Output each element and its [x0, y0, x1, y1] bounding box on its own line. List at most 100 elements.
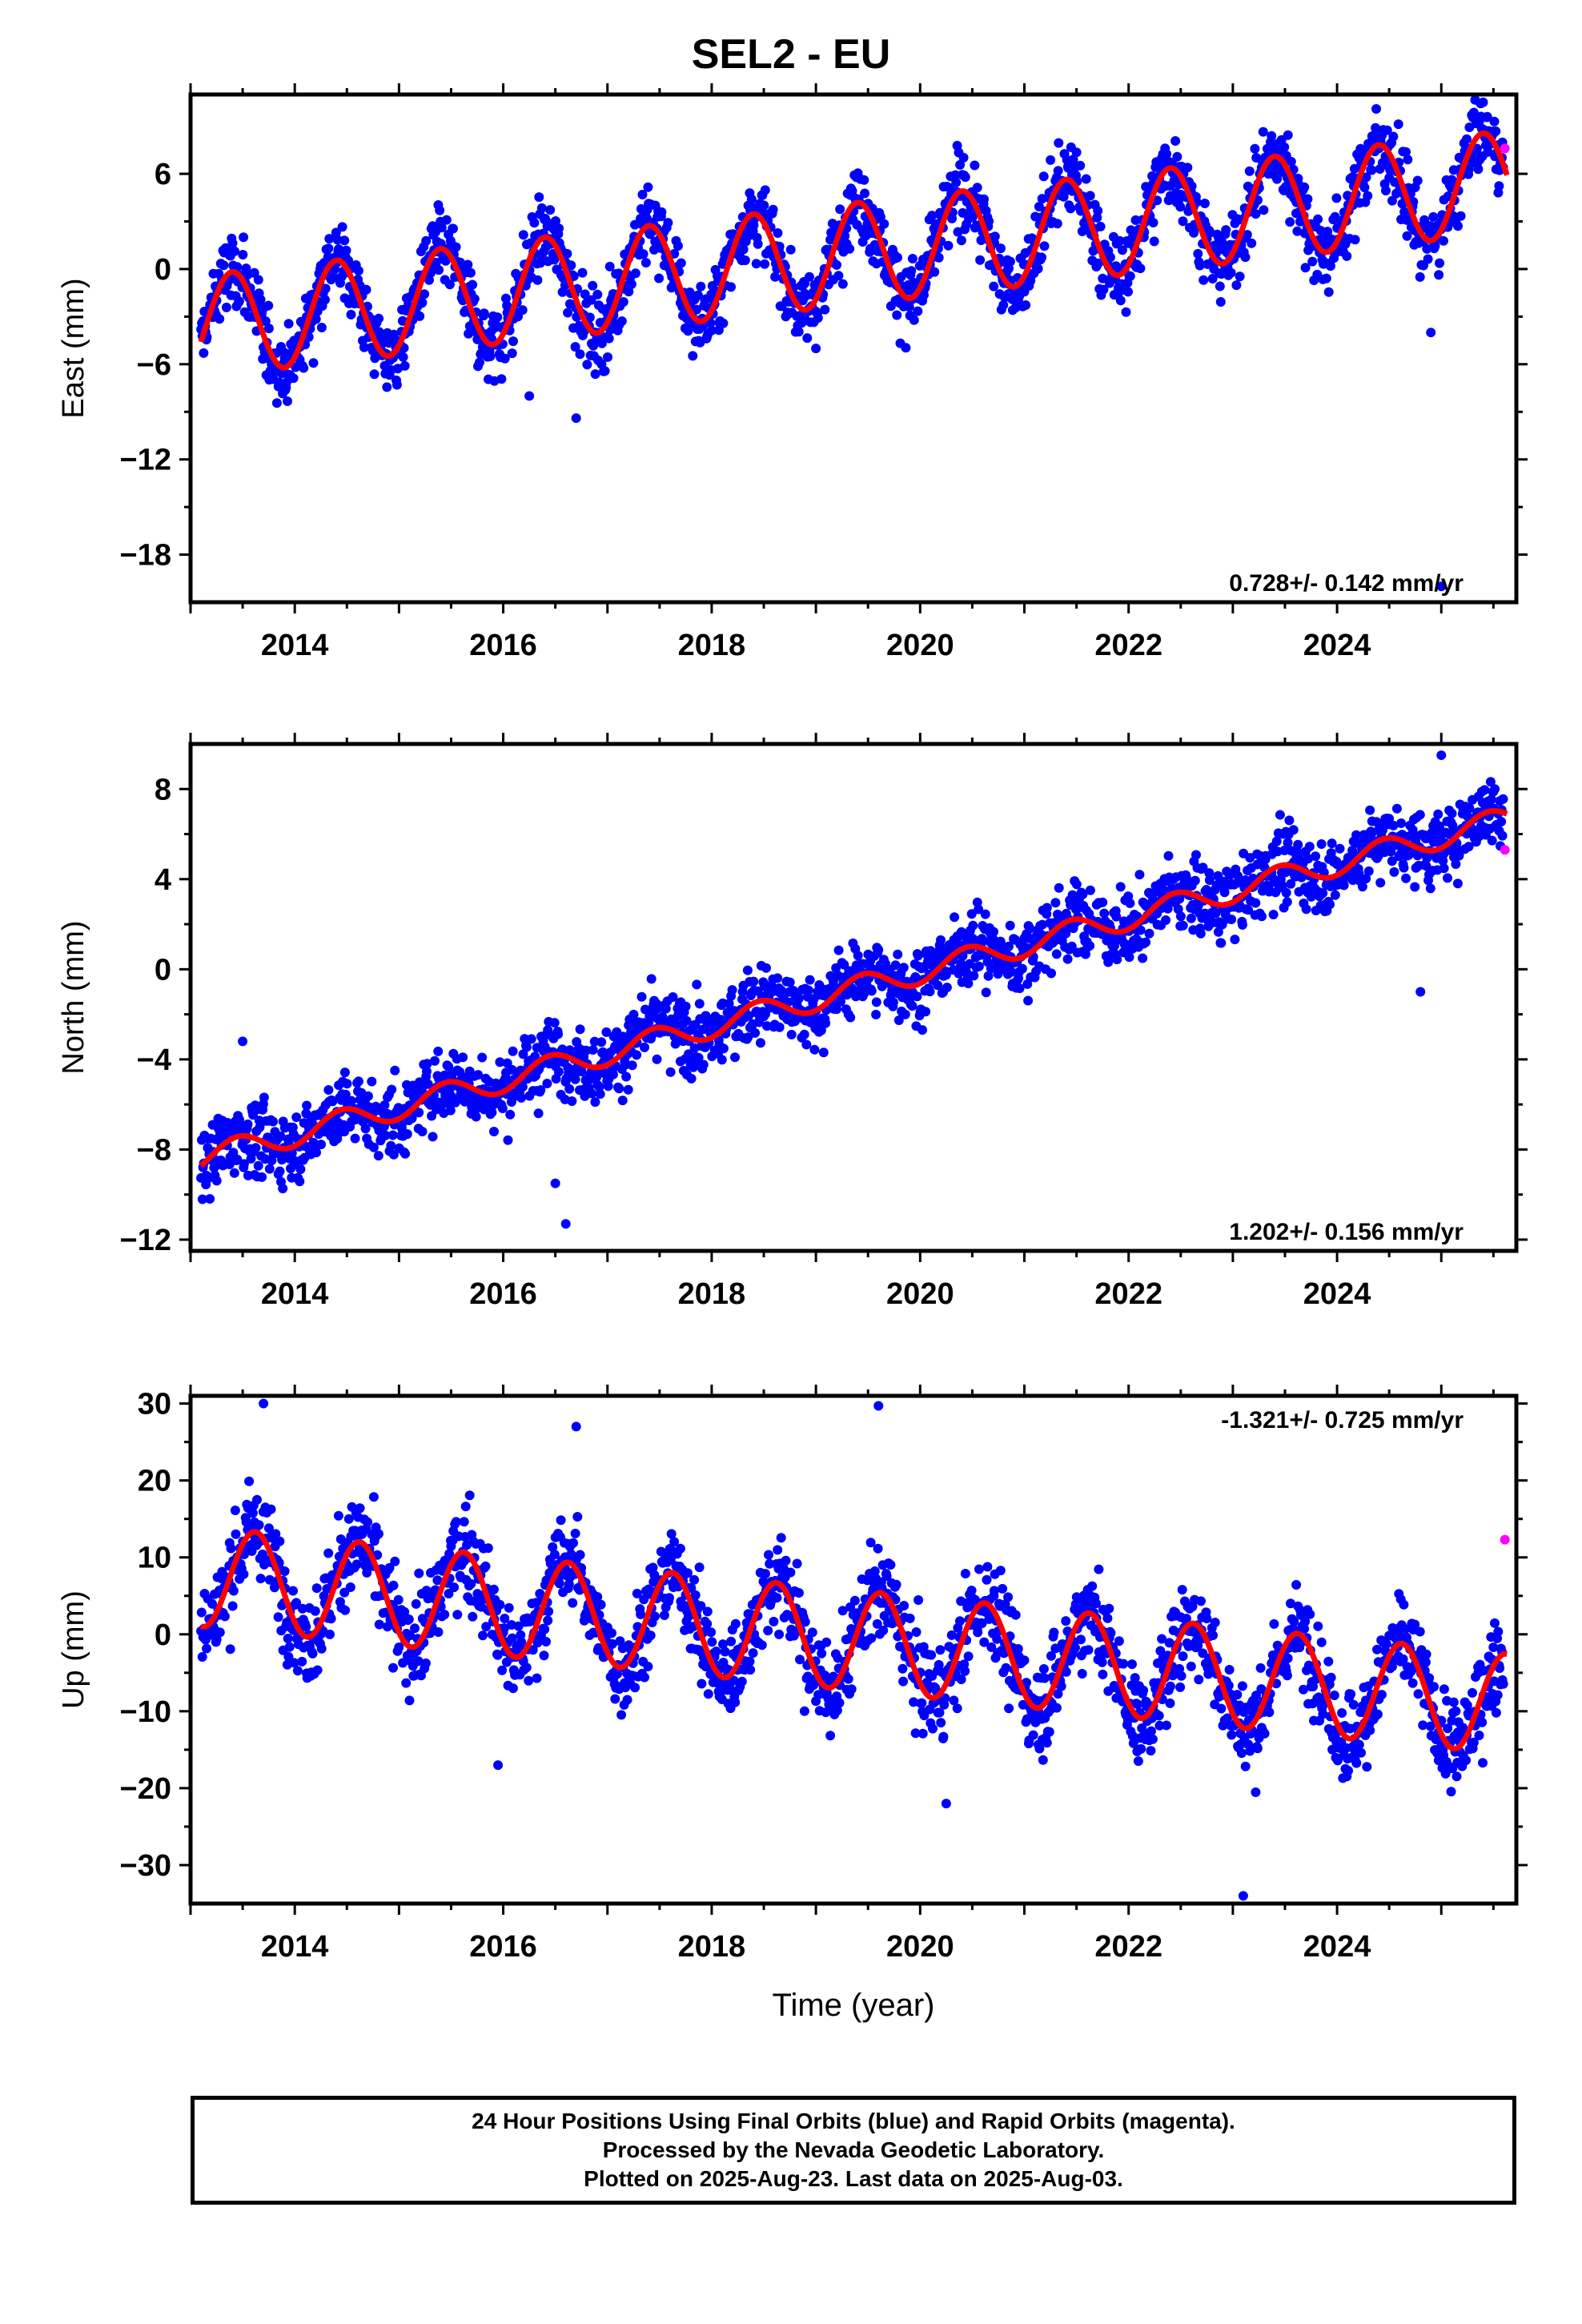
east-point — [1489, 116, 1500, 127]
north-point — [1224, 870, 1235, 880]
north-point — [1227, 915, 1237, 924]
up-point — [568, 1538, 578, 1548]
east-point — [1415, 271, 1425, 282]
up-point — [640, 1672, 649, 1683]
up-point — [411, 1598, 421, 1609]
up-point — [310, 1606, 320, 1616]
east-point — [901, 343, 911, 353]
north-point — [291, 1112, 302, 1123]
east-point — [1053, 166, 1063, 176]
north-point — [614, 1084, 624, 1094]
north-point — [833, 945, 844, 955]
east-point — [1371, 123, 1381, 133]
up-point — [228, 1586, 239, 1596]
north-point — [295, 1164, 306, 1175]
up-panel: 2014 2016 2018 2020 2022 20243020100−10−20−30… — [57, 1385, 1528, 2023]
east-point — [1178, 216, 1188, 227]
north-point — [803, 985, 813, 995]
north-point — [698, 1059, 709, 1070]
north-point — [871, 1009, 881, 1019]
east-point — [1217, 236, 1227, 247]
up-point — [495, 1599, 505, 1610]
east-point — [1313, 214, 1323, 224]
east-point — [1068, 155, 1078, 165]
north-point — [718, 1043, 729, 1054]
north-point — [750, 1027, 761, 1038]
north-point — [974, 961, 984, 971]
east-point — [359, 342, 369, 352]
east-point — [892, 310, 902, 320]
up-point — [247, 1508, 258, 1518]
east-point — [956, 235, 966, 246]
east-point — [603, 352, 612, 362]
east-point — [253, 275, 263, 285]
up-point — [398, 1658, 408, 1668]
north-point — [608, 1069, 618, 1080]
east-point — [1425, 221, 1435, 231]
north-point — [587, 1088, 597, 1099]
up-point — [483, 1543, 493, 1554]
east-point — [382, 382, 392, 392]
north-point — [1339, 880, 1349, 891]
east-point — [773, 228, 783, 238]
up-point — [763, 1626, 773, 1636]
east-point — [1371, 104, 1381, 114]
up-point — [288, 1586, 298, 1596]
up-point — [793, 1588, 804, 1598]
east-point — [913, 306, 923, 316]
north-point — [422, 1059, 432, 1069]
north-point — [444, 1061, 454, 1072]
east-outlier-point — [524, 391, 535, 401]
east-point — [802, 333, 813, 344]
north-point — [1195, 928, 1206, 939]
north-point — [428, 1132, 438, 1142]
east-point — [768, 204, 778, 215]
east-point — [323, 243, 334, 254]
north-point — [1230, 935, 1240, 945]
north-point — [1389, 866, 1399, 877]
east-point — [424, 275, 434, 285]
north-point — [1464, 842, 1474, 852]
north-point — [275, 1166, 285, 1176]
east-point — [353, 266, 363, 276]
north-point — [743, 1032, 753, 1043]
north-point — [1135, 925, 1146, 935]
north-point — [724, 999, 734, 1009]
east-point — [1453, 221, 1463, 231]
east-point — [230, 246, 239, 256]
north-point — [1046, 968, 1057, 979]
north-point — [805, 975, 815, 985]
north-point — [786, 1029, 797, 1039]
up-point — [645, 1630, 656, 1641]
north-point — [693, 1052, 704, 1063]
east-point — [760, 185, 770, 195]
north-point — [1330, 890, 1340, 900]
north-point — [1243, 905, 1254, 915]
chart-title: SEL2 - EU — [691, 31, 891, 78]
east-point — [1242, 230, 1252, 240]
north-point — [866, 986, 877, 996]
up-point — [405, 1630, 416, 1641]
up-point — [254, 1520, 264, 1530]
east-y-tick-label: −12 — [120, 444, 171, 477]
north-point — [1078, 889, 1088, 899]
up-point — [400, 1606, 410, 1617]
east-point — [1215, 297, 1226, 307]
up-point — [817, 1648, 827, 1659]
north-point — [1447, 808, 1457, 818]
east-point — [832, 259, 841, 270]
north-frame — [188, 742, 1519, 1253]
north-y-tick-label: −12 — [120, 1224, 171, 1257]
east-point — [311, 314, 321, 324]
up-point — [413, 1656, 424, 1667]
east-point — [554, 223, 564, 234]
east-rapid-point — [1500, 143, 1510, 154]
east-point — [820, 304, 830, 315]
north-point — [727, 985, 737, 995]
north-point — [801, 1039, 812, 1050]
north-point — [966, 909, 977, 919]
east-point — [584, 312, 595, 323]
east-point — [415, 311, 425, 321]
up-point — [843, 1674, 853, 1684]
north-point — [1071, 879, 1082, 890]
